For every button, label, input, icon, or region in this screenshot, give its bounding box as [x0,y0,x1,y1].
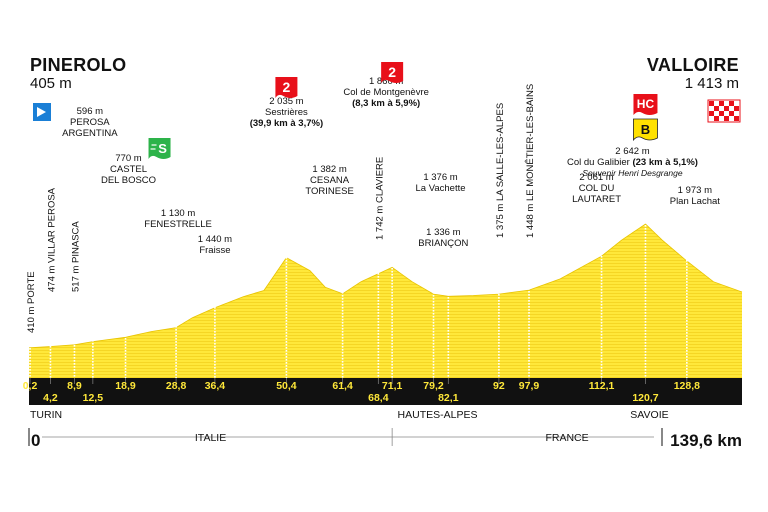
start-altitude: 405 m [30,75,72,92]
vertical-place-label: 1 448 m LE MONÊTIER-LES-BAINS [525,84,536,238]
place-label: 1 376 m [423,172,457,183]
finish-flag-square [719,111,724,116]
km-mark-label: 61,4 [332,380,353,392]
place-label: Sestrières [265,107,308,118]
finish-altitude: 1 413 m [684,75,739,92]
km-band [29,378,742,405]
finish-flag-square [734,106,739,111]
vertical-place-label: 410 m PORTE [26,271,37,333]
start-flag-icon [33,103,51,121]
climb-category-badge [381,62,404,83]
bonus-label: B [641,122,650,137]
climb-detail-label: (39,9 km à 3,7%) [250,118,323,129]
place-label: CASTEL [110,164,147,175]
place-label: 1 973 m [678,185,712,196]
place-label: BRIANÇON [418,238,468,249]
place-label: 2 642 m [615,146,649,157]
place-label: COL DU [579,183,615,194]
place-label: 1 440 m [198,234,232,245]
vertical-place-label: 1 742 m CLAVIERE [374,157,385,240]
climb-detail-label: (8,3 km à 5,9%) [352,98,420,109]
souvenir-label: Souvenir Henri Desgrange [582,168,682,178]
total-distance-label: 139,6 km [670,431,742,450]
km-mark-label: 8,9 [67,380,82,392]
hc-climb-label: HC [637,97,655,111]
place-label: Col de Montgenèvre [343,87,429,98]
sprint-badge [148,138,171,159]
finish-flag-square [709,101,714,106]
finish-flag-square [714,106,719,111]
km-mark-label: 36,4 [205,380,226,392]
place-label: 1 130 m [161,208,195,219]
km-mark-label: 71,1 [382,380,403,392]
place-label: 1 336 m [426,227,460,238]
km-mark-label: 92 [493,380,505,392]
region-label: HAUTES-ALPES [398,409,478,421]
sprint-label: S [158,141,167,156]
km-mark-label: 68,4 [368,392,389,404]
km-mark-label: 28,8 [166,380,187,392]
finish-flag-square [729,101,734,106]
place-label: ARGENTINA [62,128,118,139]
place-label: 770 m [115,153,141,164]
km-mark-label: 128,8 [674,380,700,392]
km-mark-label: 79,2 [423,380,444,392]
place-label: 1 382 m [312,164,346,175]
finish-flag-square [724,106,729,111]
finish-flag-square [724,116,729,121]
climb-category-label: 2 [283,79,291,95]
km-mark-label: 0,2 [23,380,38,392]
km-mark-label: 97,9 [519,380,540,392]
km-mark-label: 12,5 [83,392,104,404]
bonus-badge [633,118,658,142]
climb-category-label: 2 [388,64,396,80]
place-label: LAUTARET [572,194,621,205]
vertical-place-label: 517 m PINASCA [70,221,81,292]
vertical-place-label: 1 375 m LA SALLE-LES-ALPES [495,103,506,238]
km-mark-label: 112,1 [589,380,615,392]
profile-area [29,224,742,378]
finish-flag-square [729,111,734,116]
finish-flag-square [709,111,714,116]
climb-category-badge [275,77,298,98]
place-label: Fraisse [199,245,230,256]
km-mark-label: 120,7 [632,392,658,404]
place-label: Col du Galibier (23 km à 5,1%) [567,157,698,168]
place-label: Plan Lachat [670,196,721,207]
km-mark-label: 18,9 [115,380,136,392]
finish-flag-square [719,101,724,106]
axis-start-label: 0 [31,431,40,450]
km-mark-label: 82,1 [438,392,459,404]
km-mark-label: 50,4 [276,380,297,392]
place-label: La Vachette [416,183,466,194]
place-label: DEL BOSCO [101,175,156,186]
country-label: ITALIE [195,432,226,444]
country-label: FRANCE [545,432,588,444]
region-label: TURIN [30,409,62,421]
region-label: SAVOIE [630,409,668,421]
km-mark-label: 4,2 [43,392,58,404]
place-label: 2 035 m [269,96,303,107]
place-label: PEROSA [70,117,110,128]
profile-line [28,223,743,349]
place-label: FENESTRELLE [144,219,212,230]
finish-flag-square [734,116,739,121]
place-label: TORINESE [305,186,353,197]
finish-town: VALLOIRE [646,55,739,75]
place-label: 1 860 m [369,76,403,87]
place-label: CESANA [310,175,350,186]
place-label: 2 061 m [579,172,613,183]
finish-flag-square [714,116,719,121]
vertical-place-label: 474 m VILLAR PEROSA [46,187,57,292]
place-label: 596 m [77,106,103,117]
hc-climb-badge [633,94,658,115]
start-town: PINEROLO [30,55,127,75]
